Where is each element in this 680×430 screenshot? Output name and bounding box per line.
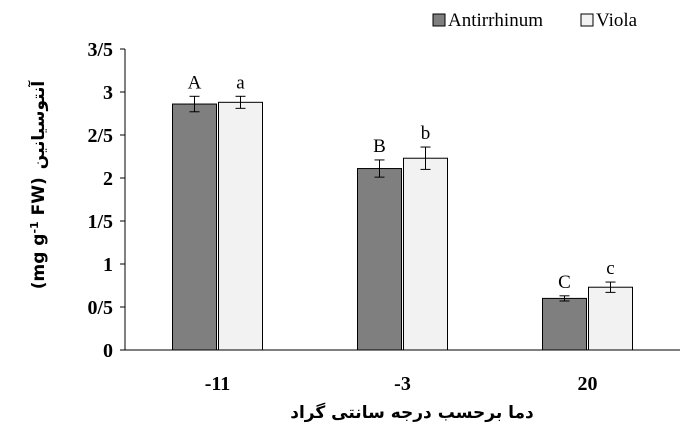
significance-letter: C bbox=[558, 272, 571, 293]
significance-letter: b bbox=[421, 123, 431, 144]
legend-swatch-viola bbox=[580, 13, 594, 27]
y-tick-label: 3/5 bbox=[87, 39, 113, 61]
significance-letter: B bbox=[373, 136, 386, 157]
legend: Antirrhinum Viola bbox=[432, 10, 638, 31]
y-tick-label: 3 bbox=[103, 82, 113, 104]
y-axis-unit-superscript: -1 bbox=[28, 221, 41, 233]
y-ticks: 0 0/5 1 1/5 2 2/5 3 3/5 bbox=[87, 39, 125, 362]
y-tick-label: 0/5 bbox=[87, 297, 113, 319]
significance-letter: a bbox=[236, 72, 245, 93]
y-axis-title-text: (mg g-1 FW) آنتوسیانین bbox=[27, 80, 49, 290]
significance-letter: c bbox=[606, 258, 614, 279]
bar-viola-1 bbox=[403, 157, 448, 351]
y-axis-persian-label: آنتوسیانین bbox=[27, 80, 49, 170]
bar-antirrhinum-0 bbox=[172, 103, 217, 351]
y-tick-label: 1 bbox=[103, 254, 113, 276]
bar-viola-0 bbox=[218, 101, 263, 351]
legend-swatch-antirrhinum bbox=[432, 13, 446, 27]
bar-antirrhinum-2 bbox=[542, 297, 587, 351]
y-tick-label: 2/5 bbox=[87, 125, 113, 147]
x-axis-title: دما برحسب درجه سانتی گراد bbox=[290, 402, 534, 423]
significance-letter: A bbox=[188, 72, 202, 93]
x-ticks: -11 -3 20 bbox=[205, 373, 598, 395]
y-axis-unit-text: (mg g bbox=[29, 234, 49, 290]
legend-label-viola: Viola bbox=[596, 10, 638, 31]
y-tick-label: 1/5 bbox=[87, 211, 113, 233]
x-tick-label: -11 bbox=[205, 373, 231, 395]
x-tick-label: -3 bbox=[394, 373, 411, 395]
bar-viola-2 bbox=[588, 286, 633, 351]
bar-antirrhinum-1 bbox=[357, 168, 402, 351]
y-tick-label: 0 bbox=[103, 340, 113, 362]
y-tick-label: 2 bbox=[103, 168, 113, 190]
legend-label-antirrhinum: Antirrhinum bbox=[448, 10, 543, 31]
y-axis-unit-text-end: FW) bbox=[29, 177, 49, 221]
y-axis-title: (mg g-1 FW) آنتوسیانین bbox=[27, 80, 49, 290]
x-tick-label: 20 bbox=[578, 373, 598, 395]
